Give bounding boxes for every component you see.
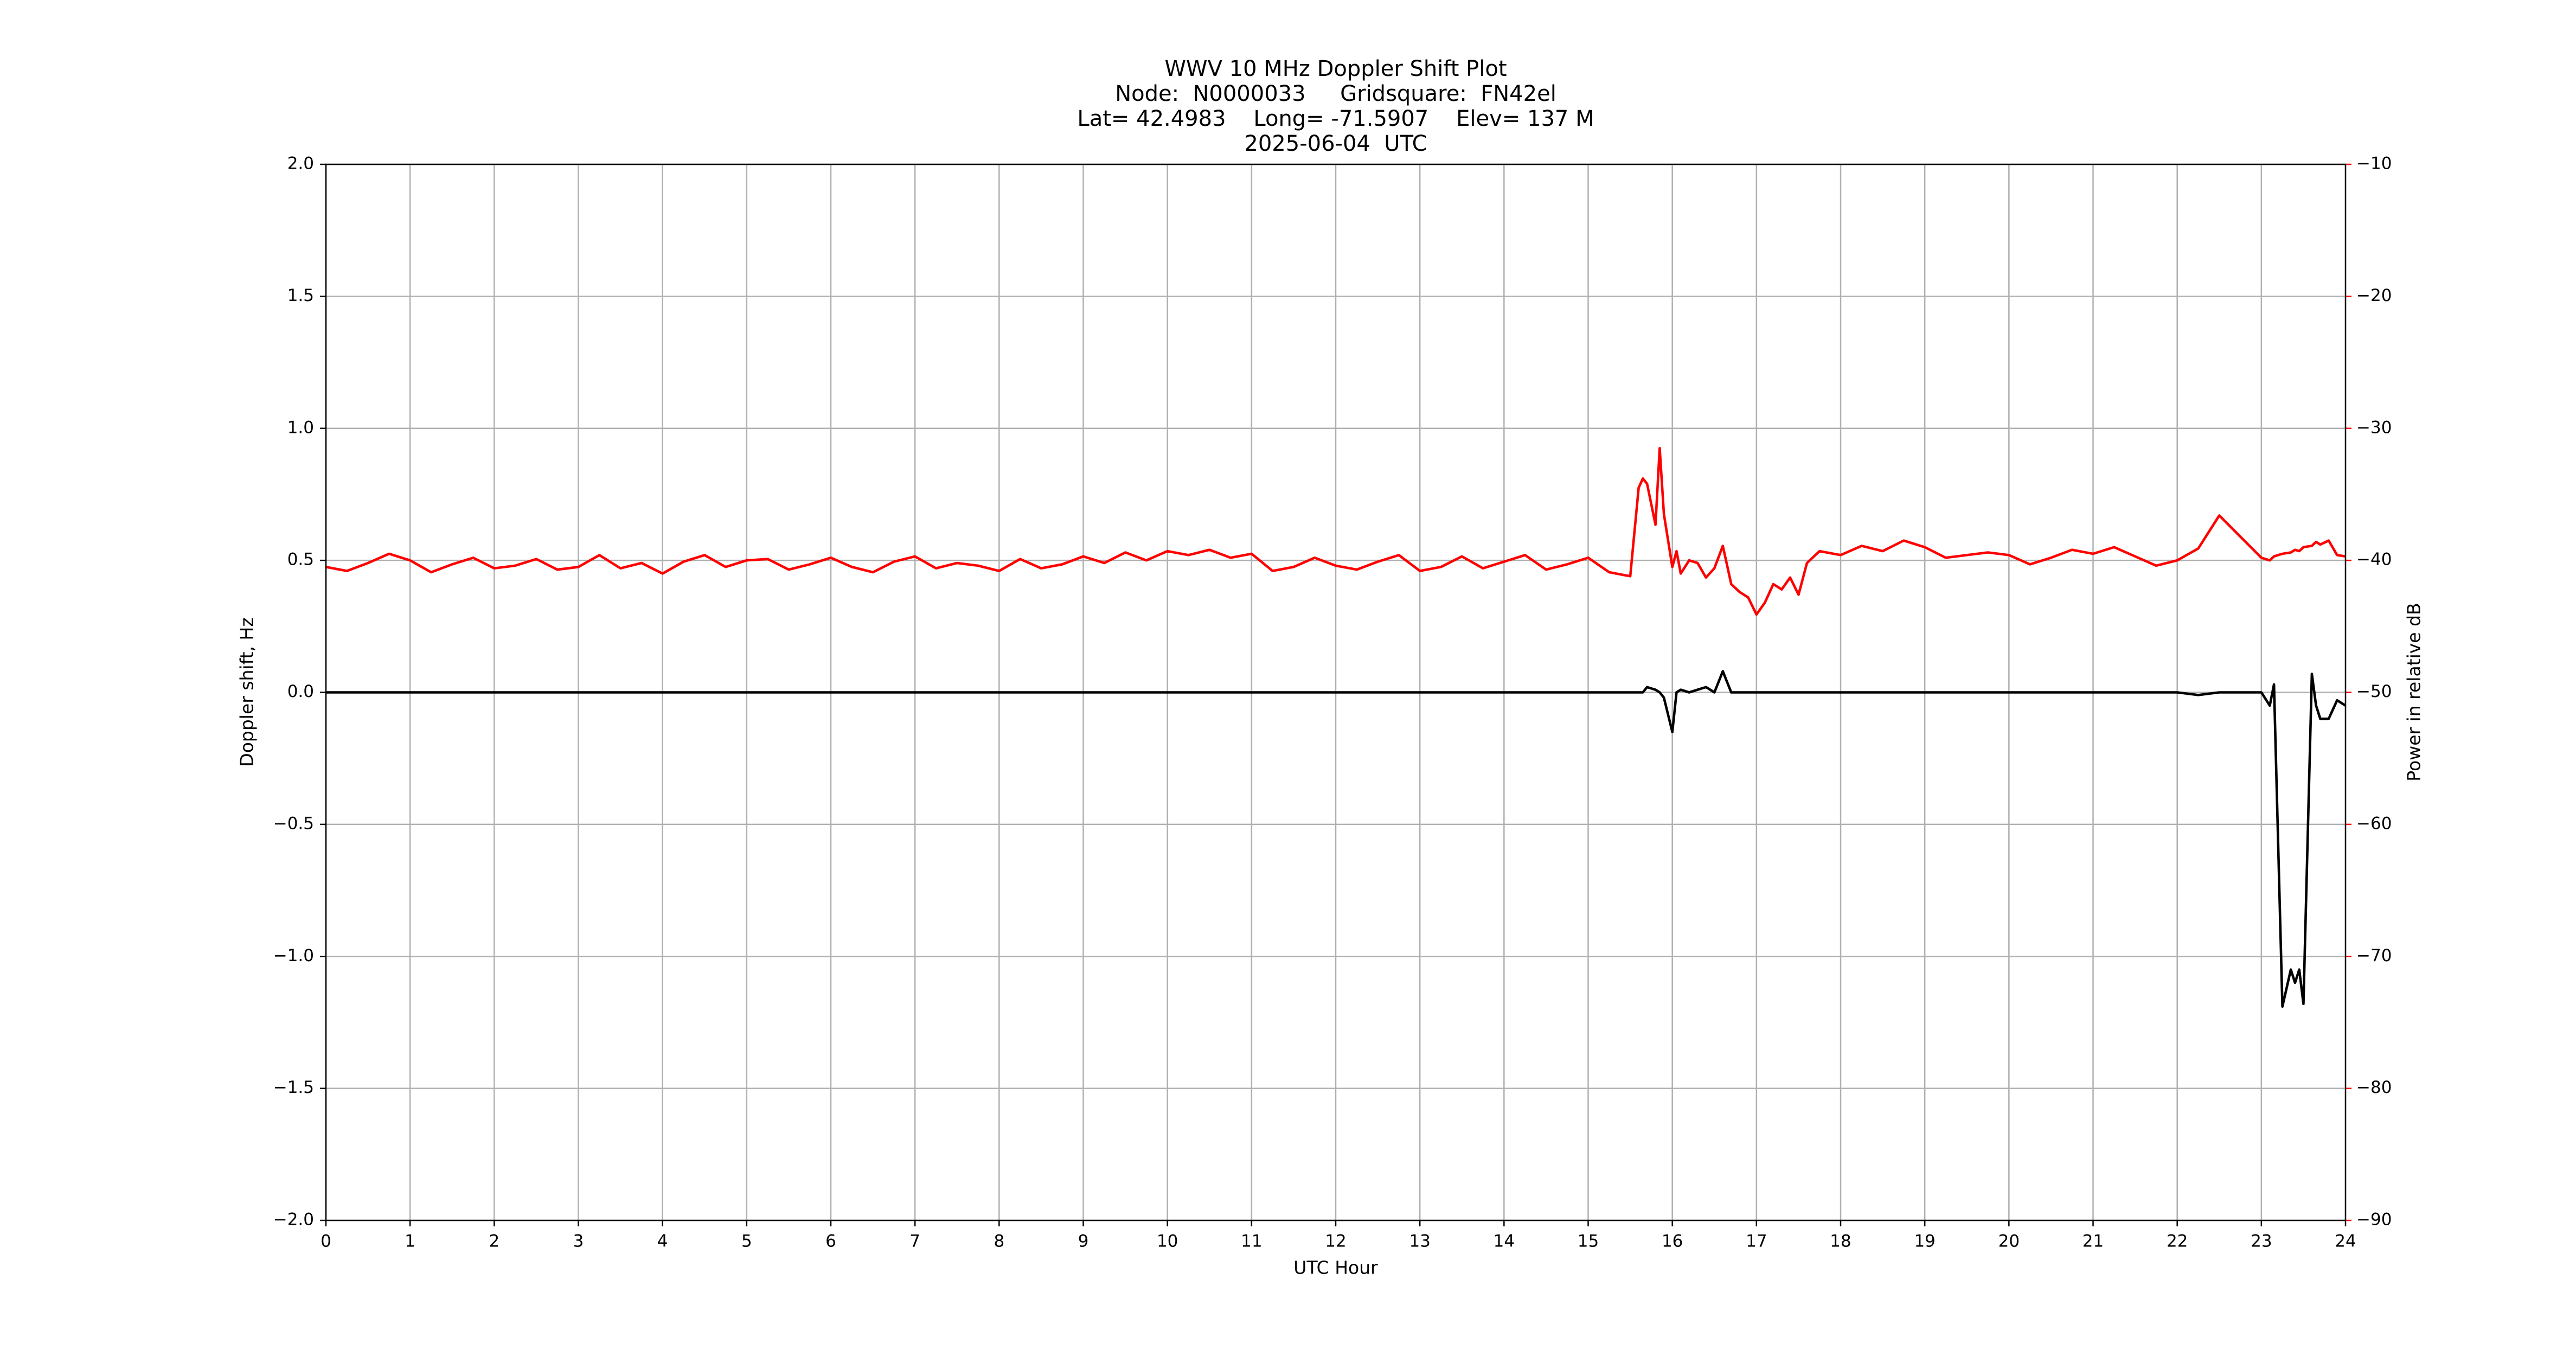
y-tick-label: −1.5 [273,1078,314,1097]
x-axis-label: UTC Hour [1293,1257,1378,1278]
x-tick-label: 8 [994,1232,1004,1251]
data-line [326,670,2347,1008]
x-tick-label: 9 [1078,1232,1089,1251]
y2-tick-label: −40 [2356,550,2392,570]
chart-subtitle: 2025-06-04 UTC [1244,131,1427,156]
chart-subtitle: Node: N0000033 Gridsquare: FN42el [1115,81,1556,106]
x-tick-label: 20 [1998,1232,2020,1251]
x-tick-label: 2 [489,1232,499,1251]
y2-tick-label: −10 [2356,154,2392,174]
x-tick-label: 6 [825,1232,836,1251]
y-tick-label: 0.0 [287,682,314,701]
y-tick-label: 2.0 [287,154,314,174]
x-tick-label: 21 [2082,1232,2104,1251]
y2-tick-label: −30 [2356,418,2392,437]
x-tick-label: 0 [321,1232,331,1251]
y-tick-label: −1.0 [273,946,314,965]
x-tick-label: 12 [1325,1232,1346,1251]
x-tick-label: 11 [1241,1232,1262,1251]
x-tick-label: 14 [1494,1232,1515,1251]
y2-tick-label: −80 [2356,1078,2392,1097]
y-tick-label: 0.5 [287,550,314,570]
y2-tick-label: −70 [2356,946,2392,965]
y2-tick-label: −60 [2356,814,2392,833]
y2-tick-label: −90 [2356,1210,2392,1230]
x-tick-label: 10 [1157,1232,1178,1251]
y2-tick-label: −20 [2356,286,2392,305]
y2-tick-label: −50 [2356,682,2392,701]
x-tick-label: 3 [573,1232,584,1251]
y2-axis-label: Power in relative dB [2404,603,2425,781]
x-tick-label: 19 [1914,1232,1935,1251]
y-tick-label: 1.0 [287,418,314,437]
data-line [325,446,2346,616]
x-tick-label: 15 [1578,1232,1599,1251]
chart-subtitle: Lat= 42.4983 Long= -71.5907 Elev= 137 M [1077,106,1594,131]
x-tick-label: 24 [2335,1232,2356,1251]
x-tick-label: 5 [741,1232,752,1251]
chart-title: WWV 10 MHz Doppler Shift Plot [1164,56,1507,81]
x-tick-label: 18 [1830,1232,1851,1251]
x-tick-label: 4 [657,1232,668,1251]
x-tick-label: 13 [1409,1232,1430,1251]
x-tick-label: 17 [1746,1232,1767,1251]
x-tick-label: 23 [2251,1232,2272,1251]
x-tick-label: 22 [2167,1232,2188,1251]
x-tick-label: 1 [405,1232,415,1251]
y-tick-label: −2.0 [273,1210,314,1230]
y-tick-label: −0.5 [273,814,314,833]
y-axis-label: Doppler shift, Hz [236,617,258,766]
y-tick-label: 1.5 [287,286,314,305]
x-tick-label: 7 [909,1232,920,1251]
x-tick-label: 16 [1662,1232,1683,1251]
plot-frame [325,163,2347,1221]
